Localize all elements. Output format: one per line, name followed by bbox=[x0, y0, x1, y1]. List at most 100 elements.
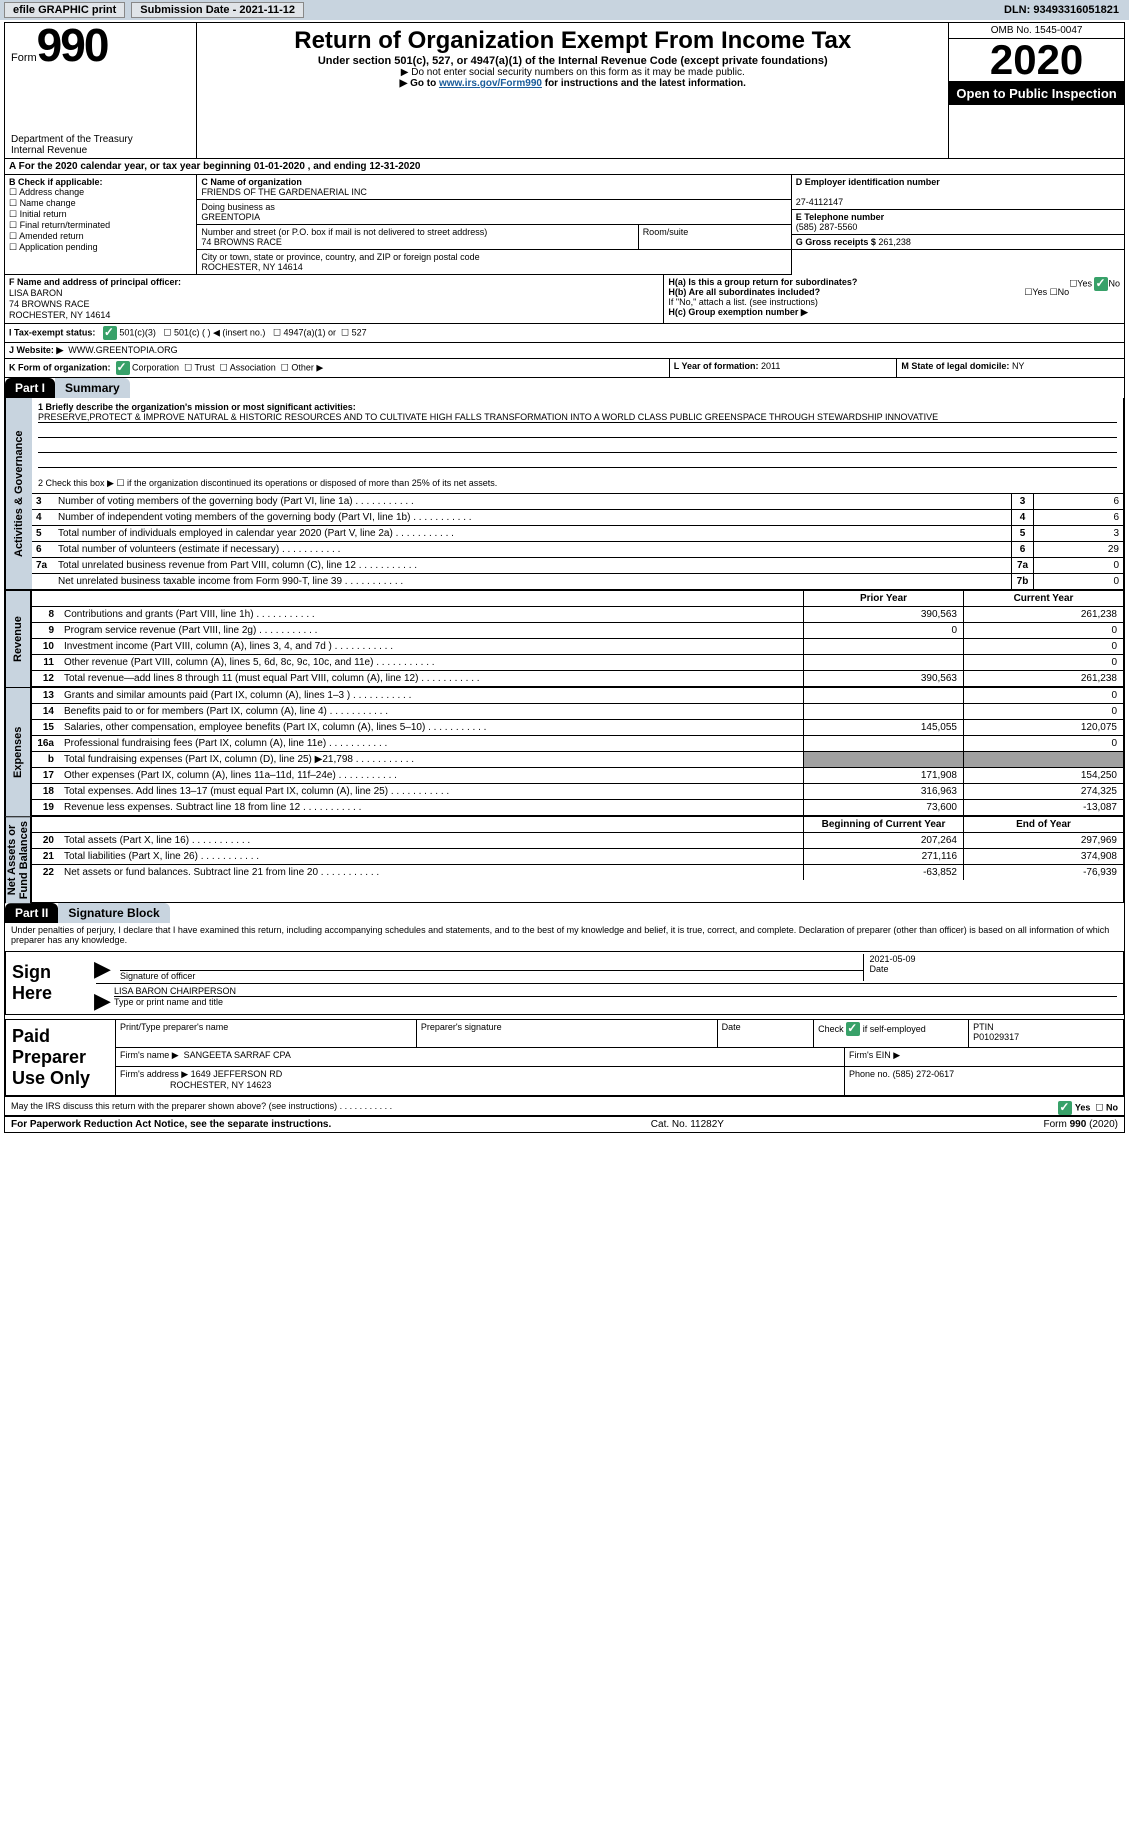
header-left: Form990 Department of the Treasury Inter… bbox=[5, 23, 197, 158]
note2b: for instructions and the latest informat… bbox=[542, 78, 746, 89]
mission-text: PRESERVE,PROTECT & IMPROVE NATURAL & HIS… bbox=[38, 412, 1117, 423]
c-label: C Name of organization bbox=[201, 177, 302, 187]
row-value: 3 bbox=[1033, 526, 1123, 541]
row-value: 0 bbox=[1033, 574, 1123, 589]
row-box: 4 bbox=[1011, 510, 1033, 525]
prior-year-value bbox=[803, 655, 963, 670]
fin-row: bTotal fundraising expenses (Part IX, co… bbox=[32, 751, 1123, 767]
form-number: 990 bbox=[37, 19, 108, 71]
current-year-value: -13,087 bbox=[963, 800, 1123, 815]
row-value: 0 bbox=[1033, 558, 1123, 573]
line-num: 21 bbox=[32, 849, 60, 864]
ptin-value: P01029317 bbox=[973, 1032, 1019, 1042]
officer-name-label: Type or print name and title bbox=[114, 997, 1117, 1007]
discuss-no: No bbox=[1106, 1103, 1118, 1113]
row-label: Number of independent voting members of … bbox=[54, 510, 1011, 525]
submission-date: Submission Date - 2021-11-12 bbox=[131, 2, 304, 18]
fin-row: 10Investment income (Part VIII, column (… bbox=[32, 638, 1123, 654]
l-label: L Year of formation: bbox=[674, 361, 759, 371]
form-title: Return of Organization Exempt From Incom… bbox=[201, 27, 944, 55]
faddr-label: Firm's address ▶ bbox=[120, 1069, 188, 1079]
fin-row: 16aProfessional fundraising fees (Part I… bbox=[32, 735, 1123, 751]
page-footer: For Paperwork Reduction Act Notice, see … bbox=[5, 1117, 1124, 1132]
expenses-label: Expenses bbox=[5, 687, 31, 816]
line-num: 8 bbox=[32, 607, 60, 622]
box-b-option[interactable]: ☐ Address change bbox=[9, 187, 192, 198]
fin-row: 15Salaries, other compensation, employee… bbox=[32, 719, 1123, 735]
gov-row: 4Number of independent voting members of… bbox=[32, 509, 1123, 525]
gov-row: 6Total number of volunteers (estimate if… bbox=[32, 541, 1123, 557]
row-label: Total unrelated business revenue from Pa… bbox=[54, 558, 1011, 573]
department: Department of the Treasury Internal Reve… bbox=[11, 134, 133, 156]
revenue-body: Prior YearCurrent Year8Contributions and… bbox=[31, 590, 1124, 687]
blank-line bbox=[38, 423, 1117, 438]
line-label: Benefits paid to or for members (Part IX… bbox=[60, 704, 803, 719]
gray-cell bbox=[803, 752, 963, 767]
line-num: 16a bbox=[32, 736, 60, 751]
addr-value: 74 BROWNS RACE bbox=[201, 237, 282, 247]
sig-date-label: Date bbox=[870, 964, 1118, 974]
prior-year-hdr: Prior Year bbox=[803, 591, 963, 606]
net-section: Net Assets or Fund Balances Beginning of… bbox=[5, 816, 1124, 903]
footer-left: For Paperwork Reduction Act Notice, see … bbox=[11, 1119, 331, 1130]
g-value: 261,238 bbox=[878, 237, 911, 247]
hc-label: H(c) Group exemption number ▶ bbox=[668, 307, 1120, 318]
prior-year-value: -63,852 bbox=[803, 865, 963, 880]
dln-label: DLN: bbox=[1004, 4, 1030, 16]
row-num: 5 bbox=[32, 526, 54, 541]
dln-value: 93493316051821 bbox=[1033, 4, 1119, 16]
arrow-icon: ▶ bbox=[94, 988, 111, 1014]
form-header: Form990 Department of the Treasury Inter… bbox=[5, 23, 1124, 159]
ha-no: No bbox=[1108, 278, 1120, 288]
k-label: K Form of organization: bbox=[9, 362, 111, 372]
sig-officer-label: Signature of officer bbox=[120, 971, 863, 981]
prior-year-value bbox=[803, 736, 963, 751]
f-addr: 74 BROWNS RACE ROCHESTER, NY 14614 bbox=[9, 299, 110, 320]
revenue-label: Revenue bbox=[5, 590, 31, 687]
box-b-option[interactable]: ☐ Amended return bbox=[9, 231, 192, 242]
current-year-value: 120,075 bbox=[963, 720, 1123, 735]
fin-row: 20Total assets (Part X, line 16)207,2642… bbox=[32, 832, 1123, 848]
addr-label: Number and street (or P.O. box if mail i… bbox=[201, 227, 487, 237]
blank-line bbox=[38, 453, 1117, 468]
i-4947: 4947(a)(1) or bbox=[284, 327, 337, 337]
current-year-value: 154,250 bbox=[963, 768, 1123, 783]
note-ssn: ▶ Do not enter social security numbers o… bbox=[201, 67, 944, 78]
part-ii-title: Signature Block bbox=[58, 903, 169, 923]
line-label: Total fundraising expenses (Part IX, col… bbox=[60, 752, 803, 767]
expenses-section: Expenses 13Grants and similar amounts pa… bbox=[5, 687, 1124, 816]
k-assoc: Association bbox=[230, 362, 276, 372]
row-label: Total number of volunteers (estimate if … bbox=[54, 542, 1011, 557]
box-b-option[interactable]: ☐ Name change bbox=[9, 198, 192, 209]
efile-print-button[interactable]: efile GRAPHIC print bbox=[4, 2, 125, 18]
k-other: Other ▶ bbox=[291, 362, 323, 372]
box-b-option[interactable]: ☐ Final return/terminated bbox=[9, 220, 192, 231]
e-value: (585) 287-5560 bbox=[796, 222, 858, 232]
box-c: C Name of organizationFRIENDS OF THE GAR… bbox=[197, 175, 791, 275]
fin-row: 12Total revenue—add lines 8 through 11 (… bbox=[32, 670, 1123, 686]
f-label: F Name and address of principal officer: bbox=[9, 277, 181, 287]
line-num: 19 bbox=[32, 800, 60, 815]
hb-no: No bbox=[1058, 287, 1070, 297]
j-value: WWW.GREENTOPIA.ORG bbox=[68, 345, 177, 355]
part-ii-label: Part II bbox=[5, 903, 58, 923]
note-link: ▶ Go to www.irs.gov/Form990 for instruct… bbox=[201, 78, 944, 89]
irs-link[interactable]: www.irs.gov/Form990 bbox=[439, 78, 542, 89]
prior-year-value: 207,264 bbox=[803, 833, 963, 848]
box-b-option[interactable]: ☐ Initial return bbox=[9, 209, 192, 220]
current-year-value: 261,238 bbox=[963, 671, 1123, 686]
top-bar: efile GRAPHIC print Submission Date - 20… bbox=[0, 0, 1129, 20]
row-label: Total number of individuals employed in … bbox=[54, 526, 1011, 541]
note2a: ▶ Go to bbox=[400, 78, 439, 89]
box-b-option[interactable]: ☐ Application pending bbox=[9, 242, 192, 253]
line-label: Net assets or fund balances. Subtract li… bbox=[60, 865, 803, 880]
line-num: 12 bbox=[32, 671, 60, 686]
dba-value: GREENTOPIA bbox=[201, 212, 260, 222]
fin-row: 9Program service revenue (Part VIII, lin… bbox=[32, 622, 1123, 638]
net-body: Beginning of Current YearEnd of Year20To… bbox=[31, 816, 1124, 903]
dba-label: Doing business as bbox=[201, 202, 275, 212]
prior-year-value: 390,563 bbox=[803, 607, 963, 622]
subdate-value: 2021-11-12 bbox=[239, 4, 295, 16]
row-box: 5 bbox=[1011, 526, 1033, 541]
period-row: A For the 2020 calendar year, or tax yea… bbox=[5, 159, 1124, 175]
